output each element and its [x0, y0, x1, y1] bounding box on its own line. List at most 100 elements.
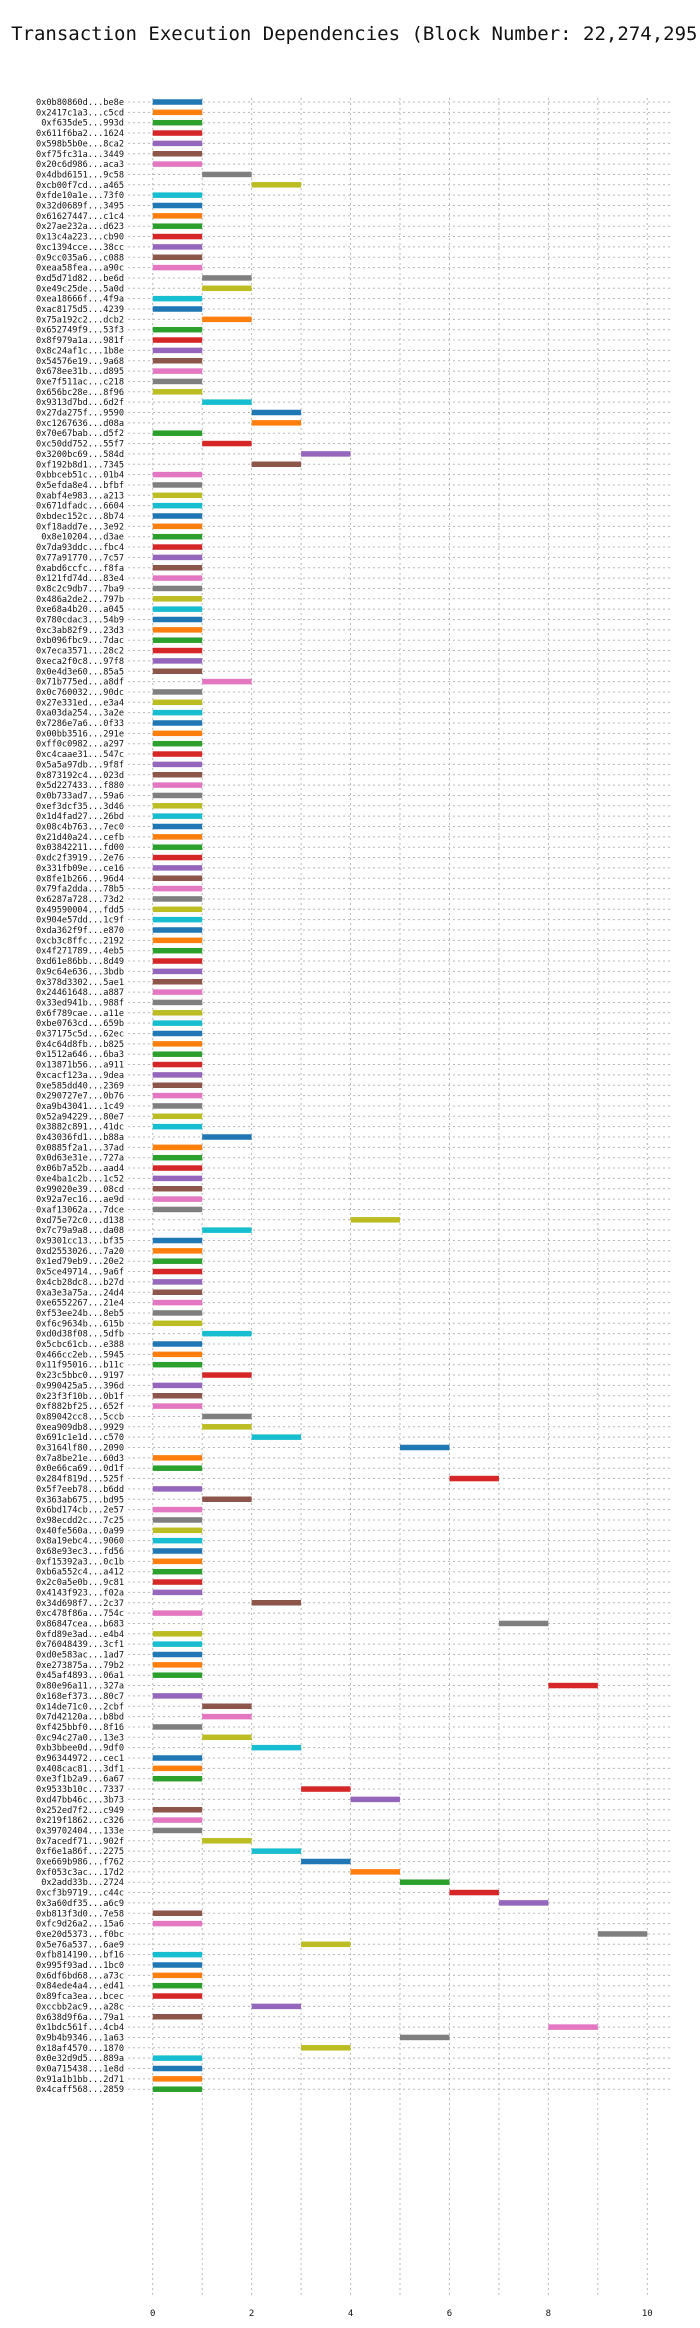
transaction-label: 0xc94c27a0...13e3 [36, 1733, 124, 1743]
transaction-label: 0x678ee31b...d895 [36, 367, 124, 377]
transaction-label: 0x27e331ed...e3a4 [36, 698, 124, 708]
transaction-label: 0x5e76a537...6ae9 [36, 1940, 124, 1950]
transaction-label: 0x7286e7a6...0f33 [36, 719, 124, 729]
transaction-bar [152, 565, 203, 571]
transaction-label: 0x5efda8e4...bfbf [36, 481, 124, 491]
transaction-bar [152, 772, 203, 778]
transaction-bar [152, 1113, 203, 1120]
transaction-bar [202, 275, 252, 281]
transaction-bar [152, 1175, 203, 1182]
transaction-bar [202, 1330, 252, 1337]
transaction-label: 0x89fca3ea...bcec [36, 1992, 124, 2002]
transaction-label: 0x3200bc69...584d [36, 450, 124, 460]
transaction-label: 0x990425a5...396d [36, 1381, 124, 1391]
transaction-bar [152, 1817, 203, 1823]
transaction-bar [202, 440, 252, 447]
transaction-label: 0x7eca3571...28c2 [36, 647, 124, 657]
transaction-bar [152, 337, 203, 343]
transaction-bar [301, 1786, 351, 1792]
transaction-bar [152, 1631, 203, 1637]
transaction-label: 0xef3dcf35...3d46 [36, 802, 124, 812]
transaction-bar [152, 264, 203, 271]
transaction-label: 0x691c1e1d...c570 [36, 1433, 124, 1443]
transaction-bar [152, 927, 203, 933]
transaction-bar [152, 1393, 203, 1399]
transaction-bar [152, 647, 203, 654]
x-tick-label: 0 [150, 2309, 155, 2319]
transaction-bar [202, 1413, 252, 1420]
transaction-label: 0x11f95016...b11c [36, 1361, 124, 1371]
transaction-label: 0x8e10204...d3ae [41, 533, 124, 543]
transaction-bar [152, 223, 203, 229]
transaction-label: 0xb096fbc9...7dac [36, 636, 124, 646]
transaction-label: 0xd61e86bb...8d49 [36, 957, 124, 967]
transaction-label: 0x8a19ebc4...9060 [36, 1537, 124, 1547]
transaction-label: 0xd5d71d82...be6d [36, 274, 124, 284]
transaction-bar [152, 430, 203, 436]
transaction-bar [152, 585, 203, 592]
transaction-bar [152, 1558, 203, 1565]
transaction-bar [202, 1424, 252, 1430]
transaction-label: 0x86847cea...b683 [36, 1619, 124, 1629]
transaction-label: 0x486a2de2...797b [36, 595, 124, 605]
transaction-bar [152, 2076, 203, 2082]
transaction-bar [152, 533, 203, 540]
transaction-bar [152, 937, 203, 944]
transaction-bar [152, 709, 203, 716]
transaction-label: 0x23c5bbc0...9197 [36, 1371, 124, 1381]
transaction-label: 0xf192b8d1...7345 [36, 460, 124, 470]
transaction-label: 0xdc2f3919...2e76 [36, 854, 124, 864]
transaction-bar [251, 409, 302, 416]
grid-lines [128, 98, 672, 2298]
transaction-label: 0xf053c3ac...17d2 [36, 1868, 124, 1878]
transaction-bar [152, 1351, 203, 1358]
transaction-bar [152, 1641, 203, 1647]
transaction-label: 0x43036fd1...b88a [36, 1133, 124, 1143]
transaction-bar [301, 1858, 351, 1865]
transaction-label: 0xcb3c8ffc...2192 [36, 936, 124, 946]
transaction-bar [152, 1724, 203, 1730]
transaction-label: 0xf75fc31a...3449 [36, 150, 124, 160]
transaction-label: 0x3a60df35...a6c9 [36, 1899, 124, 1909]
transaction-bar [152, 803, 203, 809]
transaction-label: 0xabf4e983...a213 [36, 491, 124, 501]
transaction-bar [498, 1620, 549, 1627]
transaction-label: 0x9b4b9346...1a63 [36, 2033, 124, 2043]
transaction-label: 0x904e57dd...1c9f [36, 916, 124, 926]
transaction-label: 0x290727e7...0b76 [36, 1092, 124, 1102]
transaction-label: 0xabd6ccfc...f8fa [36, 564, 124, 574]
transaction-label: 0x8c24af1c...1b8e [36, 346, 124, 356]
transaction-label: 0x4dbd6151...9c58 [36, 170, 124, 180]
transaction-bar [152, 326, 203, 333]
transaction-label: 0x2417c1a3...c5cd [36, 108, 124, 118]
transaction-bar [152, 389, 203, 395]
transaction-label: 0x9c64e636...3bdb [36, 967, 124, 977]
transaction-label: 0xa3e3a75a...24d4 [36, 1288, 124, 1298]
transaction-bar [152, 1279, 203, 1285]
transaction-label: 0x13c4a223...cb90 [36, 233, 124, 243]
transaction-bar [202, 1496, 252, 1502]
transaction-label: 0x466cc2eb...5945 [36, 1350, 124, 1360]
transaction-bar [152, 1672, 203, 1678]
transaction-label: 0x89042cc8...5ccb [36, 1412, 124, 1422]
transaction-bar [152, 823, 203, 830]
transaction-bar [152, 1465, 203, 1471]
transaction-label: 0x408cac81...3df1 [36, 1764, 124, 1774]
transaction-bar [152, 627, 203, 633]
transaction-label: 0x0e66ca69...0d1f [36, 1464, 124, 1474]
transaction-bar [152, 999, 203, 1006]
transaction-label: 0x99020e39...08cd [36, 1185, 124, 1195]
transaction-label: 0x1ed79eb9...20e2 [36, 1257, 124, 1267]
transaction-bar [152, 213, 203, 219]
transaction-bar [152, 979, 203, 985]
transaction-bar [152, 875, 203, 881]
transaction-label: 0x70e67bab...d5f2 [36, 429, 124, 439]
transaction-bar [152, 720, 203, 726]
transaction-label: 0x27da275f...9590 [36, 409, 124, 419]
transaction-bar [152, 792, 203, 799]
transaction-label: 0x40fe560a...0a99 [36, 1526, 124, 1536]
transaction-bar [152, 2086, 203, 2092]
transaction-label: 0x7acedf71...902f [36, 1837, 124, 1847]
transaction-bar [152, 1972, 203, 1979]
